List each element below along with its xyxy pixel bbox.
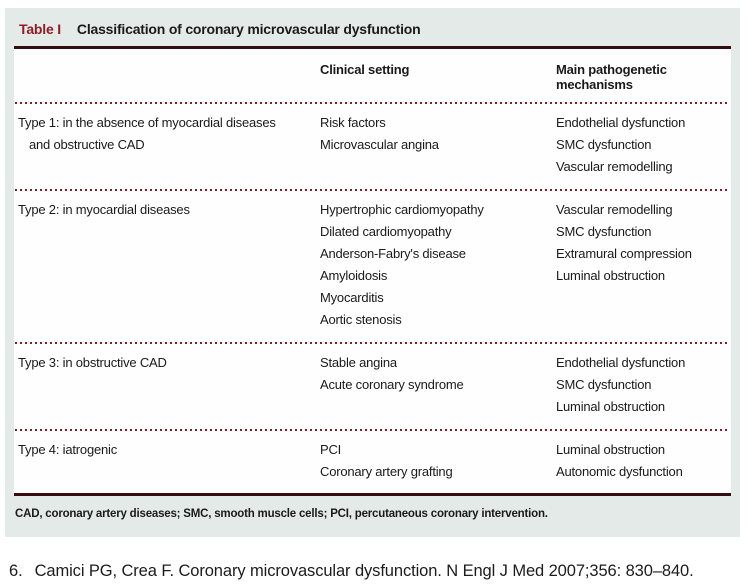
cell-line: PCI — [320, 442, 342, 457]
table-footnote: CAD, coronary artery diseases; SMC, smoo… — [15, 508, 548, 520]
cell-line: Amyloidosis — [320, 268, 388, 283]
column-header-type — [18, 62, 320, 92]
cell-line: Endothelial dysfunction — [556, 355, 686, 370]
table-cell-type: Type 2: in myocardial diseases — [18, 199, 320, 331]
classification-table: Clinical setting Main pathogenetic mecha… — [14, 46, 731, 496]
reference-number: 6. — [9, 562, 23, 580]
cell-line: Aortic stenosis — [320, 312, 402, 327]
table-cell-clinical: Risk factors Microvascular angina — [320, 112, 556, 178]
cell-line: Type 2: in myocardial diseases — [18, 202, 190, 217]
cell-line: Type 1: in the absence of myocardial dis… — [18, 115, 276, 130]
cell-line: Type 3: in obstructive CAD — [18, 355, 167, 370]
dotted-separator — [15, 101, 730, 104]
cell-line: Endothelial dysfunction — [556, 115, 686, 130]
table-label: Table I — [19, 21, 61, 37]
table-cell-mechanisms: Endothelial dysfunction SMC dysfunction Lu… — [556, 352, 727, 418]
table-caption: Table I Classification of coronary microv… — [5, 8, 740, 46]
cell-line: Coronary artery grafting — [320, 464, 453, 479]
table-cell-mechanisms: Endothelial dysfunction SMC dysfunction Va… — [556, 112, 727, 178]
table-panel: Table I Classification of coronary microv… — [5, 8, 740, 537]
table-cell-type: Type 3: in obstructive CAD — [18, 352, 320, 418]
cell-line: Anderson-Fabry's disease — [320, 246, 466, 261]
dotted-separator — [15, 341, 730, 344]
table-cell-mechanisms: Luminal obstruction Autonomic dysfunction — [556, 439, 727, 483]
dotted-separator — [15, 188, 730, 191]
table-row: Type 4: iatrogenic PCI Coronary artery gra… — [14, 431, 731, 493]
cell-line: SMC dysfunction — [556, 377, 652, 392]
table-header-row: Clinical setting Main pathogenetic mecha… — [14, 49, 731, 101]
cell-line: SMC dysfunction — [556, 224, 652, 239]
column-header-clinical-setting: Clinical setting — [320, 62, 410, 77]
reference-text: Camici PG, Crea F. Coronary microvascula… — [34, 562, 694, 580]
cell-line: Microvascular angina — [320, 137, 439, 152]
cell-line: SMC dysfunction — [556, 137, 652, 152]
cell-line: Autonomic dysfunction — [556, 464, 683, 479]
table-row: Type 1: in the absence of myocardial dis… — [14, 104, 731, 188]
table-cell-clinical: PCI Coronary artery grafting — [320, 439, 556, 483]
dotted-separator — [15, 428, 730, 431]
cell-line: Type 4: iatrogenic — [18, 442, 118, 457]
cell-line: Myocarditis — [320, 290, 384, 305]
table-cell-clinical: Hypertrophic cardiomyopathy Dilated cardi… — [320, 199, 556, 331]
cell-line: Luminal obstruction — [556, 399, 665, 414]
cell-line: Vascular remodelling — [556, 159, 673, 174]
table-cell-mechanisms: Vascular remodelling SMC dysfunction Extra… — [556, 199, 727, 331]
reference-citation: 6. Camici PG, Crea F. Coronary microvascu… — [9, 562, 754, 581]
cell-line: Acute coronary syndrome — [320, 377, 464, 392]
cell-line: Stable angina — [320, 355, 397, 370]
cell-line: Luminal obstruction — [556, 442, 665, 457]
cell-line: Extramural compression — [556, 246, 692, 261]
table-row: Type 2: in myocardial diseases Hypertroph… — [14, 191, 731, 341]
cell-line: Risk factors — [320, 115, 386, 130]
table-cell-type: Type 1: in the absence of myocardial dis… — [18, 112, 320, 178]
table-row: Type 3: in obstructive CAD Stable angina A… — [14, 344, 731, 428]
table-cell-clinical: Stable angina Acute coronary syndrome — [320, 352, 556, 418]
column-header-mechanisms: Main pathogenetic mechanisms — [556, 62, 667, 92]
cell-line: Hypertrophic cardiomyopathy — [320, 202, 484, 217]
cell-line: Vascular remodelling — [556, 202, 673, 217]
cell-line: Dilated cardiomyopathy — [320, 224, 452, 239]
table-rows-container: Type 1: in the absence of myocardial dis… — [14, 101, 731, 493]
table-title: Classification of coronary microvascular… — [76, 21, 421, 37]
table-cell-type: Type 4: iatrogenic — [18, 439, 320, 483]
cell-line: and obstructive CAD — [29, 137, 145, 152]
cell-line: Luminal obstruction — [556, 268, 665, 283]
